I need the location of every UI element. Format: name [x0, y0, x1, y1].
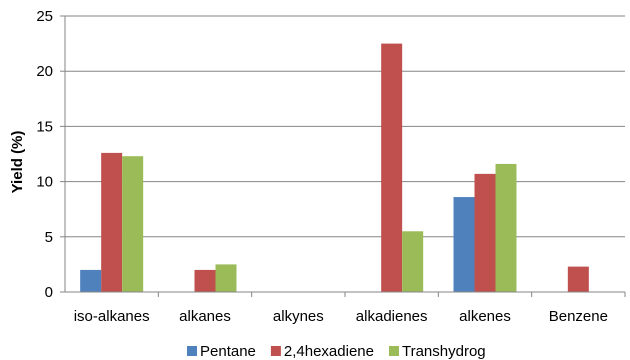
y-tick-label: 5	[45, 229, 53, 246]
x-tick-labels: iso-alkanes alkanes alkynes alkadienes alken…	[74, 308, 608, 325]
y-tick-label: 10	[36, 174, 53, 191]
x-tick-label: alkenes	[459, 308, 511, 325]
bar	[474, 173, 496, 292]
bar	[215, 264, 237, 292]
y-tick-label: 25	[36, 8, 53, 25]
y-tick-label: 20	[36, 63, 53, 80]
bar	[122, 156, 144, 292]
axes	[64, 16, 626, 297]
bar	[567, 266, 589, 292]
legend-label: 2,4hexadiene	[284, 343, 374, 360]
y-tick-label: 0	[45, 284, 53, 301]
y-tick-label: 15	[36, 118, 53, 135]
gridlines	[60, 15, 625, 293]
bars	[80, 43, 589, 292]
bar	[453, 197, 475, 292]
legend-swatch	[270, 346, 281, 356]
y-axis-label: Yield (%)	[9, 131, 26, 194]
x-tick-label: iso-alkanes	[74, 308, 150, 325]
y-tick-labels: 0 5 10 15 20 25	[36, 8, 53, 301]
legend: Pentane 2,4hexadiene Transhydrog	[187, 343, 486, 360]
x-tick-label: alkynes	[273, 308, 324, 325]
bar	[101, 152, 123, 292]
x-tick-label: alkanes	[179, 308, 231, 325]
x-tick-label: alkadienes	[356, 308, 428, 325]
x-tick-label: Benzene	[549, 308, 608, 325]
legend-swatch	[187, 346, 197, 356]
bar	[495, 163, 517, 292]
legend-label: Transhydrog	[402, 343, 486, 360]
bar	[80, 269, 102, 292]
bar	[402, 231, 424, 292]
legend-swatch	[388, 346, 399, 356]
legend-label: Pentane	[200, 343, 256, 360]
bar	[194, 269, 216, 292]
bar	[381, 43, 403, 292]
